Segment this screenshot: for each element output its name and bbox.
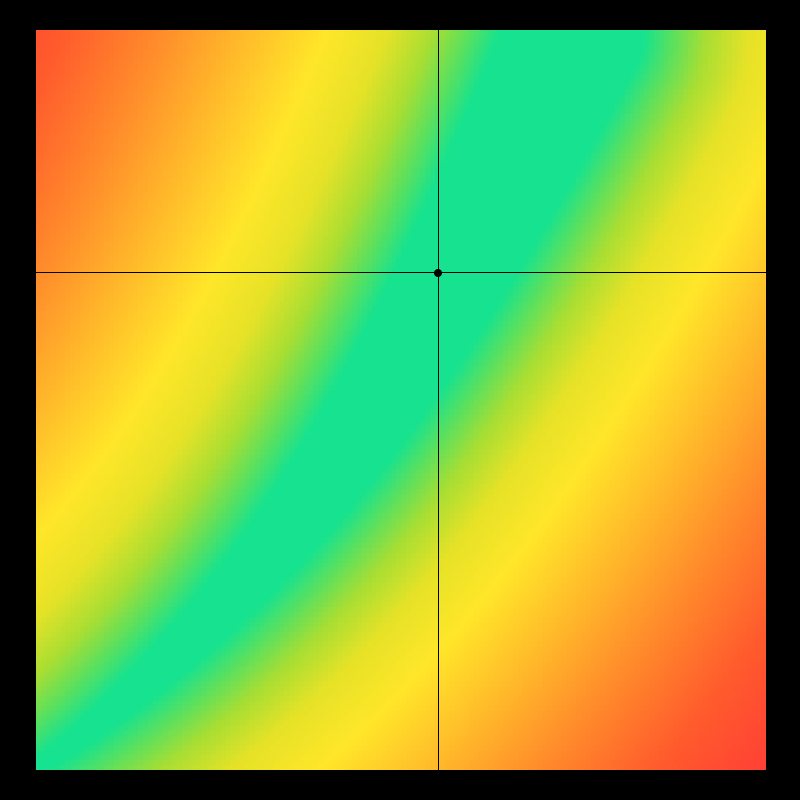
crosshair-vertical: [438, 30, 439, 770]
heatmap-plot: [36, 30, 766, 770]
crosshair-dot: [434, 269, 442, 277]
chart-area: [0, 0, 800, 800]
crosshair-horizontal: [36, 272, 766, 273]
heatmap-canvas: [36, 30, 766, 770]
